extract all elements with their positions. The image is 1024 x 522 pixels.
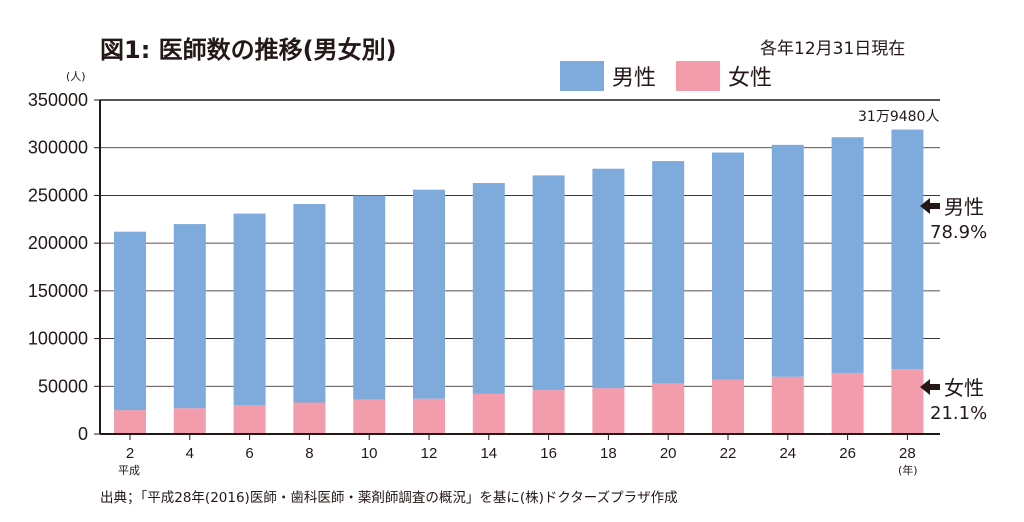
bar-male [472,183,505,394]
legend-swatch-female [676,61,721,91]
bar-female [413,398,445,434]
legend-item-female: 女性 [676,60,772,92]
legend: 男性 女性 [560,60,772,92]
bar-male [353,195,386,400]
x-tick-label: 22 [720,445,737,462]
bar-female [293,402,326,434]
bar-male [592,168,625,389]
x-tick-label: 4 [186,445,194,462]
x-axis-unit-label: (年) [898,463,918,477]
x-tick-label: 26 [839,445,856,462]
source-note: 出典；「平成28年(2016)医師・歯科医師・薬剤師調査の概況」を基に(株)ドク… [100,490,678,506]
male-annotation-label: 男性 [944,195,984,219]
bar-male [652,161,685,384]
x-tick-label: 2 [126,445,134,462]
x-tick-label: 18 [600,445,617,462]
chart-title: 図1: 医師数の推移(男女別) [100,36,397,64]
bar-female [233,405,266,434]
y-tick-label: 0 [78,424,88,444]
legend-label-female: 女性 [728,66,773,91]
female-annotation-label: 女性 [944,376,984,400]
total-annotation: 31万9480人 [858,109,939,125]
axes [99,100,940,435]
female-arrow-icon [920,379,940,395]
male-annotation-pct: 78.9% [930,222,987,243]
bar-female [173,408,206,434]
bar-female [592,388,625,434]
bars [114,129,924,440]
y-tick-label: 150000 [28,281,88,301]
female-annotation-pct: 21.1% [930,403,987,424]
y-axis-unit-label: (人) [66,70,86,83]
bar-male [173,224,206,409]
bar-female [652,383,685,434]
x-tick-label: 12 [421,445,438,462]
bar-male [771,144,804,377]
bar-male [293,204,326,403]
x-era-label: 平成 [118,464,140,477]
bar-male [413,189,445,399]
bar-female [353,399,386,434]
bar-male [114,231,146,411]
x-tick-label: 20 [660,445,677,462]
bar-female [472,393,505,434]
bar-female [712,379,744,434]
x-tick-label: 16 [540,445,557,462]
bar-male [891,129,924,370]
bar-female [532,390,565,434]
x-tick-labels: 2 4 6 8 10 12 14 16 18 20 22 24 26 28 [126,445,916,462]
x-tick-label: 28 [899,445,916,462]
y-tick-label: 100000 [28,329,88,349]
female-annotation: 女性 21.1% [920,376,987,424]
bar-female [771,376,804,434]
grid-lines [94,99,940,435]
x-tick-label: 6 [245,445,253,462]
x-tick-label: 24 [779,445,796,462]
x-tick-label: 10 [361,445,378,462]
legend-swatch-male [560,61,604,91]
male-annotation: 男性 78.9% [920,195,987,243]
y-tick-label: 300000 [28,138,88,158]
bar-male [831,137,864,373]
bar-male [712,152,744,380]
x-tick-label: 8 [305,445,313,462]
bar-male [233,213,266,406]
bar-female [891,369,924,434]
legend-item-male: 男性 [560,60,656,92]
y-tick-label: 250000 [28,185,88,205]
legend-label-male: 男性 [612,66,657,91]
male-arrow-icon [920,198,940,214]
y-tick-label: 200000 [28,233,88,253]
y-tick-label: 350000 [28,90,88,110]
as-of-date: 各年12月31日現在 [760,39,906,59]
bar-male [532,175,565,391]
x-tick-label: 14 [480,445,497,462]
y-tick-labels: 0 50000 100000 150000 200000 250000 300000 3500… [28,90,88,444]
bar-female [114,410,146,434]
y-tick-label: 50000 [38,376,88,396]
bar-female [831,372,864,434]
